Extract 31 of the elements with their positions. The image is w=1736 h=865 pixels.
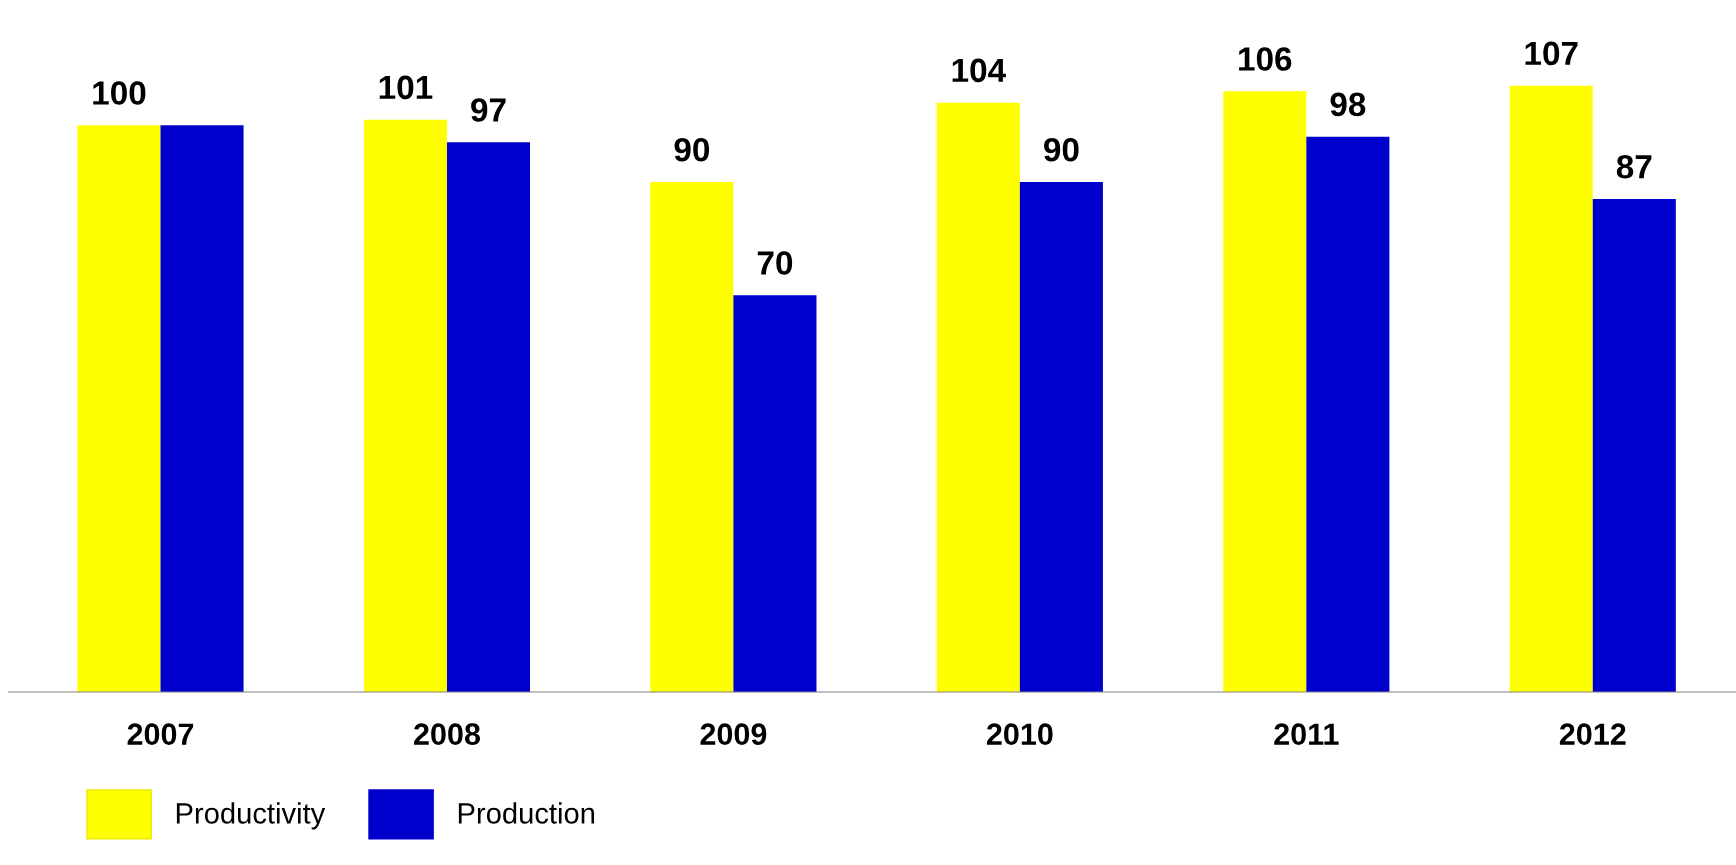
bar [160,125,244,692]
data-label: 106 [1239,47,1292,71]
legend-label: Productivity [176,802,326,830]
data-label: 70 [757,251,793,275]
bar [446,142,531,692]
x-tick-label: 2010 [986,723,1053,745]
bar [1509,85,1593,692]
data-label: 98 [1330,92,1366,117]
bar [650,182,734,692]
bar [77,125,161,692]
x-tick-label: 2011 [1274,723,1339,745]
x-tick-label: 2009 [700,723,767,745]
bar [733,295,817,692]
x-tick-label: 2012 [1559,723,1626,745]
bar [363,119,447,692]
bar [1223,91,1307,692]
data-label: 101 [379,75,433,100]
data-label: 97 [471,98,506,122]
x-tick-label: 2008 [414,723,481,745]
bar [1019,182,1103,692]
bar [1306,136,1390,692]
data-label: 107 [1525,41,1578,66]
bar [936,102,1020,692]
data-label: 104 [952,58,1006,83]
legend-label: Production [458,802,595,824]
data-label: 90 [674,137,710,162]
data-label: 90 [1044,137,1079,162]
data-label: 87 [1616,154,1652,179]
x-tick-label: 2007 [127,723,194,745]
bar [1592,199,1676,692]
data-label: 100 [93,81,146,105]
